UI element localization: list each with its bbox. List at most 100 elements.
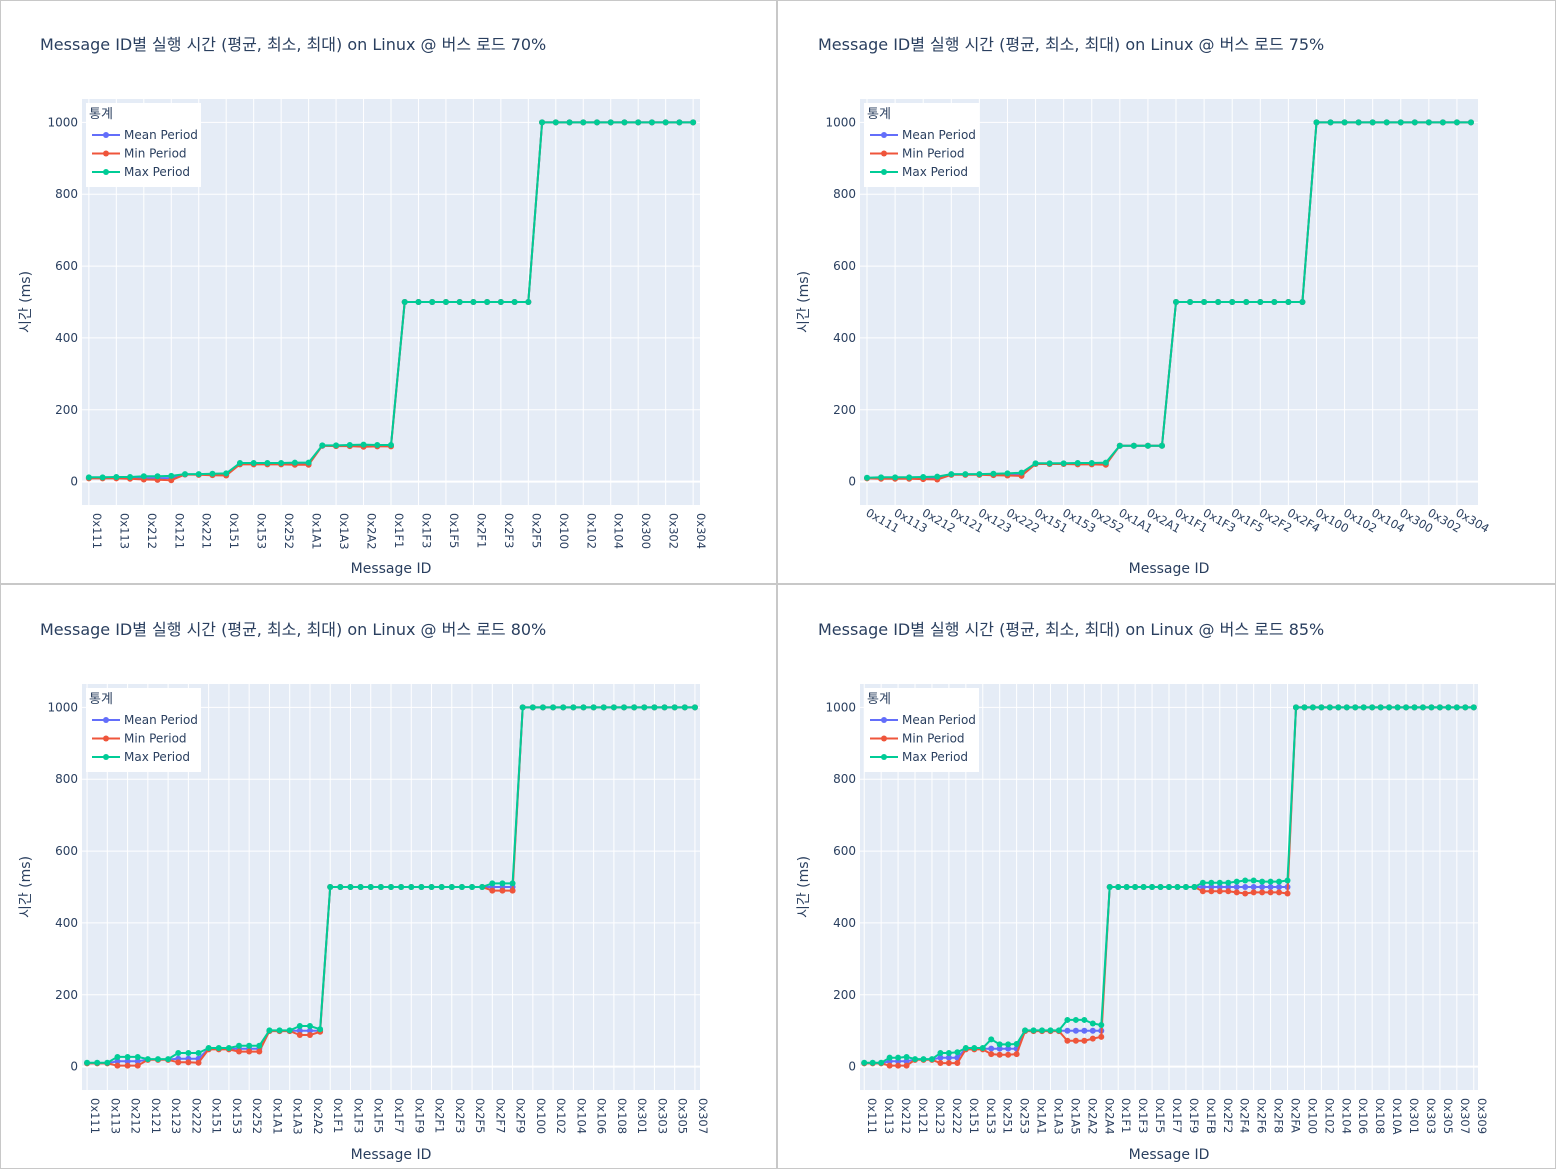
- data-point: [529, 704, 536, 711]
- chart-svg: Message ID별 실행 시간 (평균, 최소, 최대) on Linux …: [18, 620, 710, 1163]
- x-tick-label: 0x1A1: [310, 513, 324, 550]
- data-point: [1022, 1027, 1029, 1034]
- data-point: [1284, 877, 1291, 884]
- data-point: [479, 884, 486, 890]
- data-point: [1425, 119, 1432, 126]
- y-tick-label: 600: [55, 844, 78, 858]
- data-point: [690, 119, 697, 126]
- x-tick-label: 0x106: [595, 1098, 609, 1134]
- data-point: [1276, 878, 1283, 885]
- data-point: [1383, 119, 1390, 126]
- x-tick-label: 0x1A1: [1035, 1098, 1049, 1135]
- legend-item-label[interactable]: Min Period: [902, 147, 965, 161]
- data-point: [84, 1059, 91, 1066]
- data-point: [333, 442, 340, 449]
- data-point: [878, 1059, 885, 1066]
- data-point: [1250, 889, 1257, 896]
- legend-item-label[interactable]: Max Period: [124, 165, 190, 179]
- x-tick-label: 0x1F1: [392, 513, 406, 548]
- legend-marker: [103, 717, 109, 723]
- data-point: [1233, 889, 1240, 896]
- data-point: [681, 704, 688, 711]
- data-point: [1005, 1045, 1012, 1052]
- data-point: [1005, 1041, 1012, 1048]
- data-point: [996, 1045, 1003, 1052]
- data-point: [134, 1062, 141, 1069]
- legend-item-label[interactable]: Min Period: [124, 732, 187, 746]
- data-point: [1005, 1051, 1012, 1058]
- legend-item-label[interactable]: Mean Period: [902, 713, 976, 727]
- data-point: [195, 1059, 202, 1066]
- x-tick-label: 0x212: [899, 1098, 913, 1134]
- x-tick-label: 0x2F4: [1238, 1098, 1252, 1133]
- legend-title: 통계: [867, 107, 891, 122]
- data-point: [996, 1051, 1003, 1058]
- legend-item-label[interactable]: Max Period: [124, 750, 190, 764]
- legend-title: 통계: [89, 107, 113, 122]
- legend-item-label[interactable]: Mean Period: [902, 128, 976, 142]
- x-tick-label: 0x121: [149, 1098, 163, 1134]
- x-tick-label: 0x111: [90, 513, 104, 549]
- data-point: [1250, 884, 1257, 890]
- data-point: [1250, 877, 1257, 884]
- data-point: [1243, 299, 1250, 305]
- legend-item-label[interactable]: Mean Period: [124, 713, 198, 727]
- data-point: [1089, 1035, 1096, 1042]
- chart-panel: Message ID별 실행 시간 (평균, 최소, 최대) on Linux …: [778, 585, 1556, 1169]
- data-point: [1208, 888, 1215, 895]
- legend-item-label[interactable]: Min Period: [902, 732, 965, 746]
- x-tick-label: 0x307: [1458, 1098, 1472, 1134]
- x-tick-label: 0x100: [1305, 1098, 1319, 1134]
- data-point: [1081, 1027, 1088, 1034]
- x-tick-label: 0x153: [984, 1098, 998, 1134]
- data-point: [250, 459, 257, 466]
- y-tick-label: 400: [55, 331, 78, 345]
- data-point: [1140, 884, 1147, 890]
- data-point: [1394, 704, 1401, 711]
- x-tick-label: 0x2F1: [433, 1098, 447, 1133]
- y-tick-label: 400: [833, 916, 856, 930]
- x-tick-label: 0x108: [615, 1098, 629, 1134]
- legend-marker: [103, 132, 109, 138]
- data-point: [861, 1059, 868, 1066]
- x-tick-label: 0x309: [1475, 1098, 1489, 1134]
- data-point: [1208, 879, 1215, 886]
- data-point: [377, 884, 384, 890]
- data-point: [140, 473, 147, 480]
- data-point: [306, 1023, 313, 1030]
- data-point: [489, 887, 496, 894]
- data-point: [1115, 884, 1122, 890]
- data-point: [114, 1062, 121, 1069]
- legend-item-label[interactable]: Max Period: [902, 750, 968, 764]
- data-point: [886, 1062, 893, 1069]
- legend-item-label[interactable]: Max Period: [902, 165, 968, 179]
- legend-marker: [103, 735, 109, 742]
- data-point: [1276, 889, 1283, 896]
- data-point: [114, 1053, 121, 1060]
- x-tick-label: 0x2A2: [311, 1098, 325, 1135]
- data-point: [945, 1054, 952, 1061]
- data-point: [648, 119, 655, 126]
- data-point: [1397, 119, 1404, 126]
- x-tick-label: 0x2F8: [1272, 1098, 1286, 1133]
- data-point: [1360, 704, 1367, 711]
- data-point: [1301, 704, 1308, 711]
- data-point: [469, 884, 476, 890]
- data-point: [903, 1053, 910, 1060]
- data-point: [662, 119, 669, 126]
- data-point: [519, 704, 526, 711]
- x-axis-title: Message ID: [351, 561, 432, 577]
- data-point: [1064, 1027, 1071, 1034]
- data-point: [1259, 878, 1266, 885]
- data-point: [291, 459, 298, 466]
- x-tick-label: 0x251: [1001, 1098, 1015, 1134]
- legend-marker: [103, 754, 109, 760]
- x-tick-label: 0x222: [189, 1098, 203, 1134]
- x-tick-label: 0x1A3: [337, 513, 351, 550]
- legend-item-label[interactable]: Min Period: [124, 147, 187, 161]
- y-axis-title: 시간 (ms): [796, 271, 812, 333]
- data-point: [971, 1044, 978, 1051]
- legend-item-label[interactable]: Mean Period: [124, 128, 198, 142]
- x-tick-label: 0x121: [172, 513, 186, 549]
- data-point: [631, 704, 638, 711]
